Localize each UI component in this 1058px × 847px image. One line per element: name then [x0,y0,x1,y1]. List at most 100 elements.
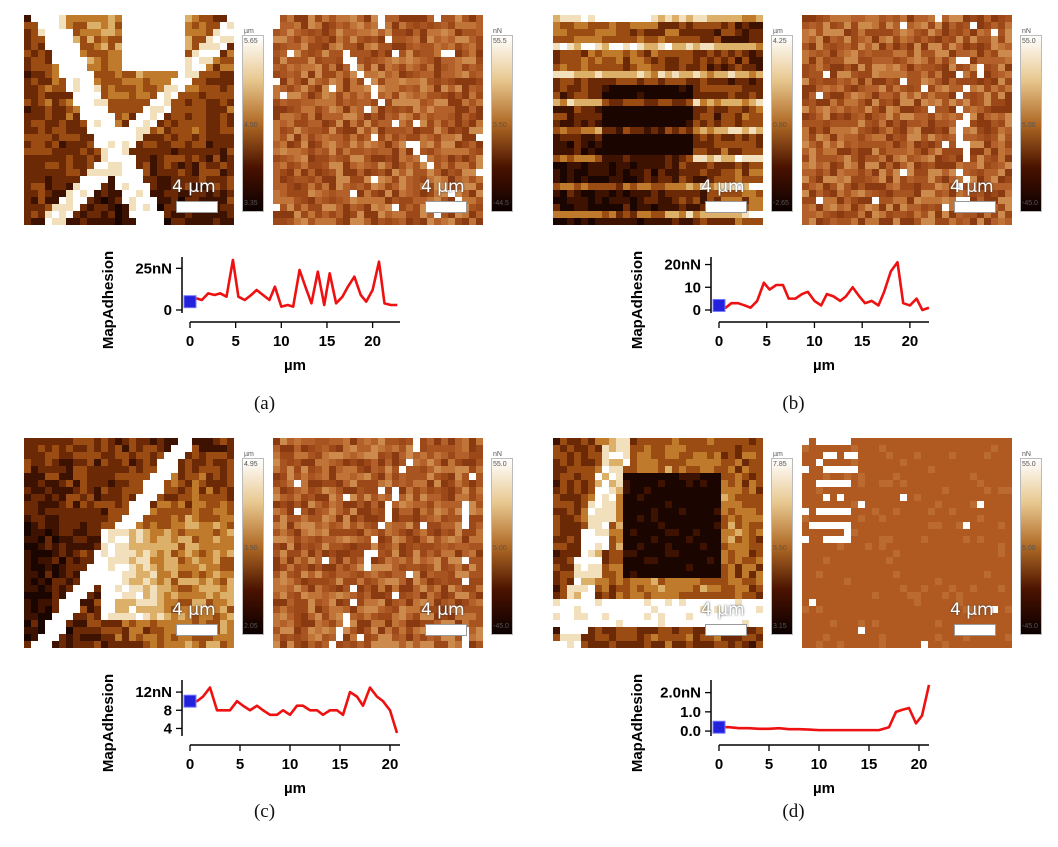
force-map-pixel [364,85,372,93]
force-map-pixel [476,190,483,198]
height-map-pixel [227,99,234,107]
force-map-pixel [392,190,400,198]
height-map-pixel [707,162,715,170]
height-map-pixel [108,494,116,502]
height-map-pixel [52,445,60,453]
height-map-pixel [220,169,228,177]
force-map-pixel [280,190,288,198]
force-map-pixel [851,141,859,149]
force-map-pixel [886,92,894,100]
force-map-pixel [343,43,351,51]
force-map-pixel [865,99,873,107]
height-map-pixel [574,92,582,100]
force-map-pixel [956,99,964,107]
height-map-pixel [94,529,102,537]
height-map-pixel [171,162,179,170]
force-map-pixel [823,197,831,205]
force-map-pixel [830,50,838,58]
force-map-pixel [942,43,950,51]
height-map-pixel [164,204,172,212]
height-map-pixel [567,155,575,163]
force-map-pixel [413,218,421,225]
height-map-pixel [227,113,234,121]
force-map-pixel [413,15,421,23]
height-map-pixel [122,99,130,107]
height-map-pixel [206,550,214,558]
height-map-pixel [129,438,137,446]
height-map-pixel [192,459,200,467]
force-map-pixel [844,113,852,121]
force-map-pixel [364,515,372,523]
force-map-pixel [441,176,449,184]
height-map-pixel [553,106,561,114]
force-map-pixel [392,445,400,453]
force-map-pixel [350,120,358,128]
force-map-pixel [371,169,379,177]
height-map-pixel [45,459,53,467]
height-map-pixel [581,162,589,170]
x-tick-label: 20 [902,333,919,350]
force-map-pixel [406,176,414,184]
force-map-pixel [371,22,379,30]
force-map-pixel [448,92,456,100]
force-map-pixel [949,176,957,184]
height-map-pixel [178,211,186,219]
height-map-pixel [213,578,221,586]
height-map-pixel [213,571,221,579]
height-map-pixel [707,36,715,44]
height-map-pixel [602,92,610,100]
force-map-pixel [378,106,386,114]
height-map-pixel [108,148,116,156]
height-map-pixel [80,473,88,481]
force-map-pixel [427,494,435,502]
force-map-pixel [301,22,309,30]
force-map-pixel [322,22,330,30]
force-map-pixel [301,473,309,481]
height-map-pixel [206,578,214,586]
force-map-pixel [970,197,978,205]
force-map-pixel [462,438,470,446]
height-map-pixel [651,36,659,44]
height-map-pixel [595,85,603,93]
force-map-pixel [462,197,470,205]
force-map-pixel [441,148,449,156]
force-map-pixel [893,162,901,170]
force-map-pixel [462,71,470,79]
force-map-pixel [448,134,456,142]
force-map-pixel [816,218,824,225]
force-map-pixel [851,85,859,93]
force-map-pixel [984,120,992,128]
height-map-pixel [108,92,116,100]
height-map-pixel [588,15,596,23]
height-map-pixel [735,120,743,128]
height-map-pixel [136,120,144,128]
force-map-pixel [872,50,880,58]
height-map-pixel [24,211,32,219]
height-map-pixel [129,515,137,523]
height-map-pixel [227,543,234,551]
force-map-pixel [322,522,330,530]
force-map-pixel [455,92,463,100]
force-map-pixel [893,64,901,72]
height-map-pixel [637,22,645,30]
force-map-pixel [280,473,288,481]
height-map-pixel [637,64,645,72]
height-map-pixel [80,113,88,121]
height-map-pixel [38,99,46,107]
force-map-pixel [830,134,838,142]
height-map-pixel [686,155,694,163]
force-map-pixel [308,71,316,79]
height-map-pixel [672,169,680,177]
height-map-pixel [581,15,589,23]
height-map-pixel [136,141,144,149]
force-map-pixel [802,64,810,72]
height-map-pixel [143,529,151,537]
force-map-pixel [420,155,428,163]
height-map-pixel [164,162,172,170]
height-map-pixel [38,634,46,642]
force-map-pixel [858,134,866,142]
force-map-pixel [809,176,817,184]
height-map-pixel [45,466,53,474]
force-map-pixel [392,148,400,156]
height-map-pixel [150,529,158,537]
